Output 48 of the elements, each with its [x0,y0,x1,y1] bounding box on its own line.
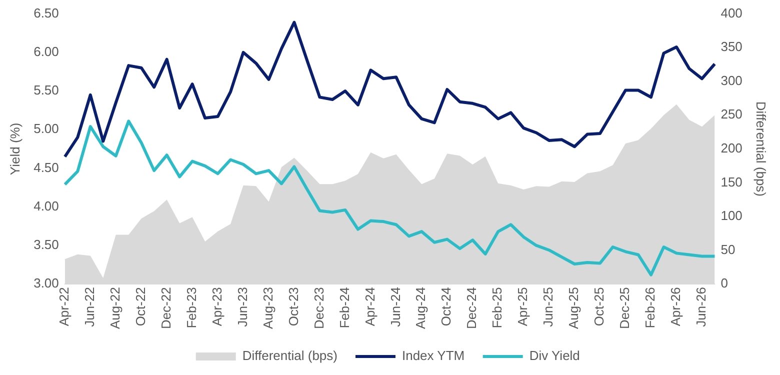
y2-tick-label: 200 [720,140,742,156]
x-tick-label: Oct-22 [132,287,148,326]
y-tick-label: 3.50 [34,237,59,252]
x-tick-label: Apr-23 [209,287,224,326]
x-tick-label: Oct-25 [592,287,607,326]
x-tick-label: Dec-23 [311,287,326,329]
x-tick-label: Dec-25 [617,287,632,329]
x-tick-label: Apr-25 [515,287,530,326]
x-tick-label: Feb-26 [642,287,658,328]
y-tick-label: 6.00 [34,44,59,59]
y2-tick-label: 350 [720,39,742,54]
legend-label: Div Yield [529,348,580,364]
y2-tick-label: 150 [720,174,742,190]
y2-tick-label: 250 [720,106,742,122]
x-tick-label: Aug-25 [566,287,582,329]
y2-tick-label: 50 [720,242,736,257]
y2-tick-label: 0 [720,276,728,291]
x-tick-label: Apr-22 [56,287,72,326]
x-tick-label: Feb-25 [490,287,505,328]
y-axis-title: Yield (%) [7,122,22,176]
y2-axis-title: Differential (bps) [754,101,769,197]
x-tick-label: Apr-26 [668,287,684,326]
y-tick-label: 5.50 [34,82,59,98]
legend-label: Differential (bps) [242,348,338,364]
x-tick-label: Aug-24 [413,287,428,329]
y2-tick-label: 300 [720,72,742,88]
x-tick-label: Apr-24 [362,287,378,326]
x-tick-label: Jun-23 [234,287,250,327]
x-tick-label: Jun-26 [694,287,709,327]
y2-tick-label: 100 [720,208,742,224]
y-tick-label: 4.00 [34,198,59,214]
y-tick-label: 5.00 [34,121,59,136]
legend-label: Index YTM [402,348,465,364]
x-tick-label: Jun-22 [82,287,97,327]
x-tick-label: Jun-25 [540,287,556,327]
x-tick-label: Feb-23 [184,287,199,328]
y-tick-label: 3.00 [34,276,59,291]
x-tick-label: Dec-24 [464,287,480,329]
x-tick-label: Aug-23 [260,287,276,329]
y-tick-label: 4.50 [34,160,59,175]
y-tick-label: 6.50 [34,5,59,20]
x-tick-label: Aug-22 [107,287,122,329]
x-tick-label: Oct-24 [438,287,454,326]
x-tick-label: Oct-23 [286,287,301,326]
x-tick-label: Dec-22 [158,287,174,329]
y2-tick-label: 400 [720,5,742,20]
x-tick-label: Feb-24 [336,287,352,328]
x-tick-label: Jun-24 [388,287,403,327]
